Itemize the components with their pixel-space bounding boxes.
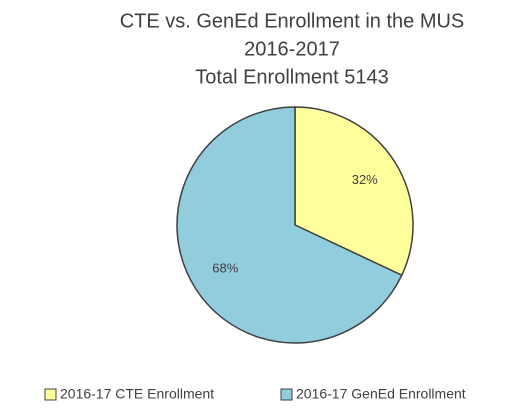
legend-swatch (280, 388, 293, 401)
chart-title: CTE vs. GenEd Enrollment in the MUS (120, 10, 465, 32)
pie-slice (294, 106, 414, 277)
legend-label: 2016-17 CTE Enrollment (60, 386, 214, 402)
chart-subtitle: 2016-2017 (244, 38, 340, 60)
data-label: 68% (212, 261, 238, 276)
chart-subtitle: Total Enrollment 5143 (195, 66, 388, 88)
legend-label: 2016-17 GenEd Enrollment (296, 386, 466, 402)
legend-swatch (44, 388, 57, 401)
data-label: 32% (352, 172, 378, 187)
pie-slice (176, 106, 403, 344)
